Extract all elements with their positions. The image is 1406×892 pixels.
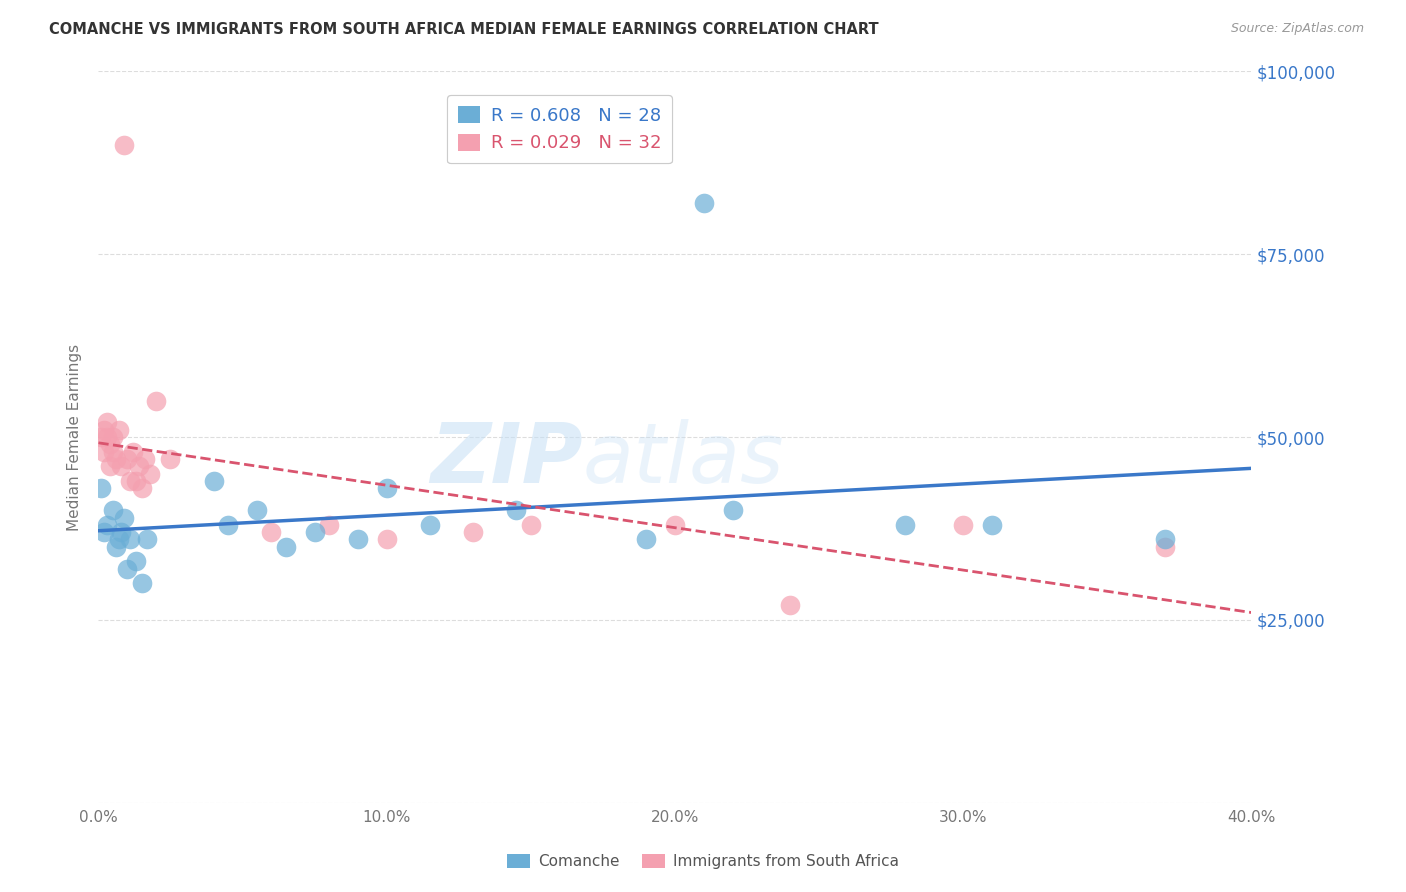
Point bbox=[98, 459, 121, 474]
Point bbox=[304, 525, 326, 540]
Point bbox=[93, 444, 115, 458]
Point bbox=[110, 459, 132, 474]
Point bbox=[274, 540, 297, 554]
Point bbox=[101, 444, 124, 458]
Point bbox=[104, 452, 127, 467]
Point bbox=[93, 423, 115, 437]
Point bbox=[98, 437, 121, 451]
Point bbox=[136, 533, 159, 547]
Point bbox=[721, 503, 744, 517]
Text: COMANCHE VS IMMIGRANTS FROM SOUTH AFRICA MEDIAN FEMALE EARNINGS CORRELATION CHAR: COMANCHE VS IMMIGRANTS FROM SOUTH AFRICA… bbox=[49, 22, 879, 37]
Point bbox=[636, 533, 658, 547]
Point bbox=[117, 452, 139, 467]
Legend: R = 0.608   N = 28, R = 0.029   N = 32: R = 0.608 N = 28, R = 0.029 N = 32 bbox=[447, 95, 672, 163]
Point bbox=[202, 474, 225, 488]
Point bbox=[120, 474, 142, 488]
Point bbox=[134, 452, 156, 467]
Point bbox=[375, 533, 398, 547]
Point bbox=[505, 503, 527, 517]
Point bbox=[131, 481, 153, 495]
Point bbox=[101, 430, 124, 444]
Text: atlas: atlas bbox=[582, 418, 785, 500]
Text: ZIP: ZIP bbox=[430, 418, 582, 500]
Point bbox=[125, 554, 148, 568]
Point bbox=[96, 517, 118, 532]
Point bbox=[346, 533, 368, 547]
Point bbox=[131, 576, 153, 591]
Point bbox=[419, 517, 441, 532]
Point bbox=[125, 474, 148, 488]
Point bbox=[318, 517, 340, 532]
Point bbox=[145, 393, 167, 408]
Point bbox=[461, 525, 484, 540]
Point bbox=[246, 503, 269, 517]
Text: Source: ZipAtlas.com: Source: ZipAtlas.com bbox=[1230, 22, 1364, 36]
Point bbox=[120, 533, 142, 547]
Point bbox=[90, 430, 112, 444]
Point bbox=[112, 510, 135, 524]
Point bbox=[1154, 533, 1177, 547]
Point bbox=[779, 599, 801, 613]
Point bbox=[128, 459, 150, 474]
Point bbox=[894, 517, 917, 532]
Point bbox=[1154, 540, 1177, 554]
Legend: Comanche, Immigrants from South Africa: Comanche, Immigrants from South Africa bbox=[501, 847, 905, 875]
Point bbox=[375, 481, 398, 495]
Point bbox=[159, 452, 181, 467]
Point bbox=[117, 562, 139, 576]
Point bbox=[96, 430, 118, 444]
Point bbox=[520, 517, 543, 532]
Point bbox=[90, 481, 112, 495]
Point bbox=[260, 525, 283, 540]
Point bbox=[107, 423, 129, 437]
Point bbox=[122, 444, 145, 458]
Y-axis label: Median Female Earnings: Median Female Earnings bbox=[67, 343, 83, 531]
Point bbox=[139, 467, 162, 481]
Point bbox=[110, 525, 132, 540]
Point bbox=[217, 517, 239, 532]
Point bbox=[693, 196, 716, 211]
Point bbox=[952, 517, 974, 532]
Point bbox=[981, 517, 1004, 532]
Point bbox=[664, 517, 686, 532]
Point bbox=[112, 137, 135, 152]
Point bbox=[93, 525, 115, 540]
Point bbox=[101, 503, 124, 517]
Point bbox=[107, 533, 129, 547]
Point bbox=[104, 540, 127, 554]
Point bbox=[96, 416, 118, 430]
